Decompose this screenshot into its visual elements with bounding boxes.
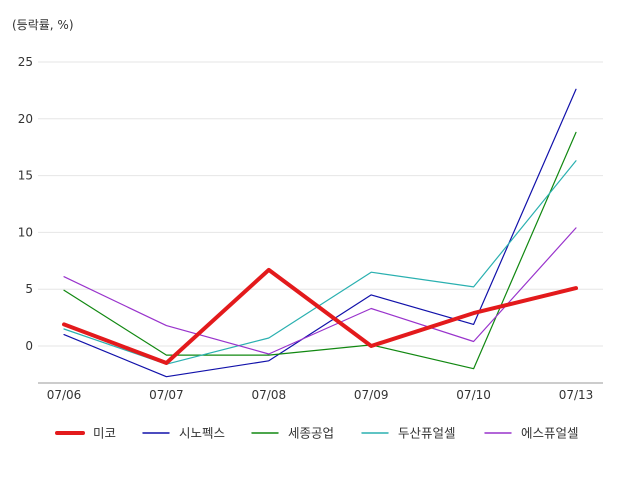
legend[interactable]: 미코 시노펙스 세종공업 두산퓨얼셀 에스퓨얼셀 (55, 426, 579, 441)
x-axis-ticks: 07/06 07/07 07/08 07/09 07/10 07/13 (47, 388, 594, 402)
legend-label: 세종공업 (288, 426, 334, 441)
series-line-2 (63, 131, 577, 370)
series-line-1 (63, 88, 577, 378)
y-tick-label: 15 (18, 169, 33, 183)
gridlines (38, 61, 603, 347)
legend-label: 시노펙스 (179, 426, 225, 441)
x-tick-label: 07/06 (47, 388, 82, 402)
x-tick-label: 07/09 (354, 388, 389, 402)
y-axis-ticks: 0 5 10 15 20 25 (18, 55, 33, 353)
legend-item[interactable]: 두산퓨얼셀 (361, 426, 456, 441)
y-tick-label: 10 (18, 225, 33, 239)
series-line-4 (63, 227, 577, 355)
legend-item[interactable]: 미코 (55, 426, 116, 441)
x-tick-label: 07/13 (559, 388, 594, 402)
legend-item[interactable]: 세종공업 (251, 426, 334, 441)
x-tick-label: 07/08 (252, 388, 287, 402)
y-tick-label: 0 (25, 339, 33, 353)
series-line-0 (62, 267, 578, 365)
legend-item[interactable]: 에스퓨얼셀 (484, 426, 579, 441)
unit-label: (등락률, %) (12, 18, 74, 32)
series-lines (62, 88, 578, 378)
x-tick-label: 07/07 (149, 388, 184, 402)
y-tick-label: 20 (18, 112, 33, 126)
y-tick-label: 25 (18, 55, 33, 69)
series-line-3 (63, 160, 577, 365)
legend-item[interactable]: 시노펙스 (142, 426, 225, 441)
y-tick-label: 5 (25, 282, 33, 296)
legend-label: 에스퓨얼셀 (521, 426, 579, 441)
legend-label: 미코 (93, 426, 116, 441)
legend-label: 두산퓨얼셀 (398, 426, 456, 441)
x-tick-label: 07/10 (456, 388, 491, 402)
